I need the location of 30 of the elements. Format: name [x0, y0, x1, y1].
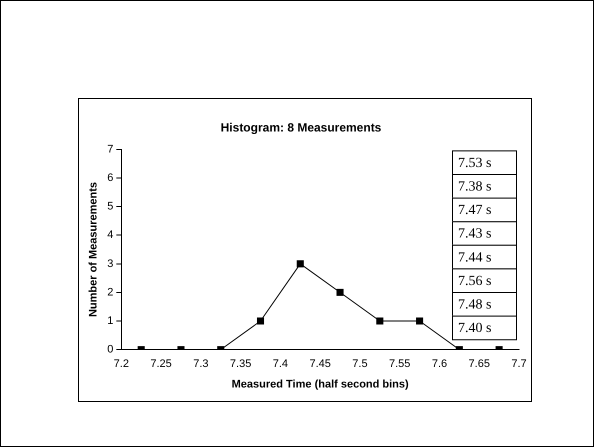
x-tick-label: 7.3: [193, 358, 209, 370]
chart-title: Histogram: 8 Measurements: [220, 120, 382, 135]
y-tick-label: 3: [107, 258, 114, 270]
annotation: 7.56 s: [458, 274, 492, 289]
x-tick-label: 7.45: [309, 358, 331, 370]
y-tick-label: 0: [107, 344, 114, 356]
annotation: 7.44 s: [458, 250, 492, 266]
annotation: 7.47 s: [458, 203, 492, 218]
x-tick-label: 7.35: [230, 358, 252, 370]
x-tick-label: 7.7: [511, 358, 527, 370]
annotation: 7.43 s: [458, 226, 492, 242]
y-tick-label: 4: [107, 229, 114, 242]
x-tick-label: 7.6: [432, 358, 448, 370]
annotation: 7.53 s: [458, 156, 492, 171]
y-tick-label: 1: [107, 315, 114, 328]
y-tick-label: 2: [107, 286, 114, 298]
x-tick-label: 7.65: [468, 358, 490, 370]
y-tick-label: 5: [107, 200, 114, 213]
x-tick-label: 7.4: [272, 358, 288, 370]
annotation: 7.40 s: [458, 321, 492, 336]
x-tick-label: 7.25: [150, 358, 172, 370]
annotation: 7.48 s: [458, 297, 492, 312]
y-axis-title: Number of Measurements: [88, 182, 100, 318]
x-tick-label: 7.2: [114, 358, 129, 370]
annotation: 7.38 s: [458, 179, 492, 194]
x-tick-label: 7.5: [352, 358, 368, 370]
y-tick-label: 7: [107, 143, 114, 156]
x-axis-title: Measured Time (half second bins): [232, 378, 410, 390]
y-tick-label: 6: [107, 172, 114, 184]
x-tick-label: 7.55: [388, 358, 410, 370]
